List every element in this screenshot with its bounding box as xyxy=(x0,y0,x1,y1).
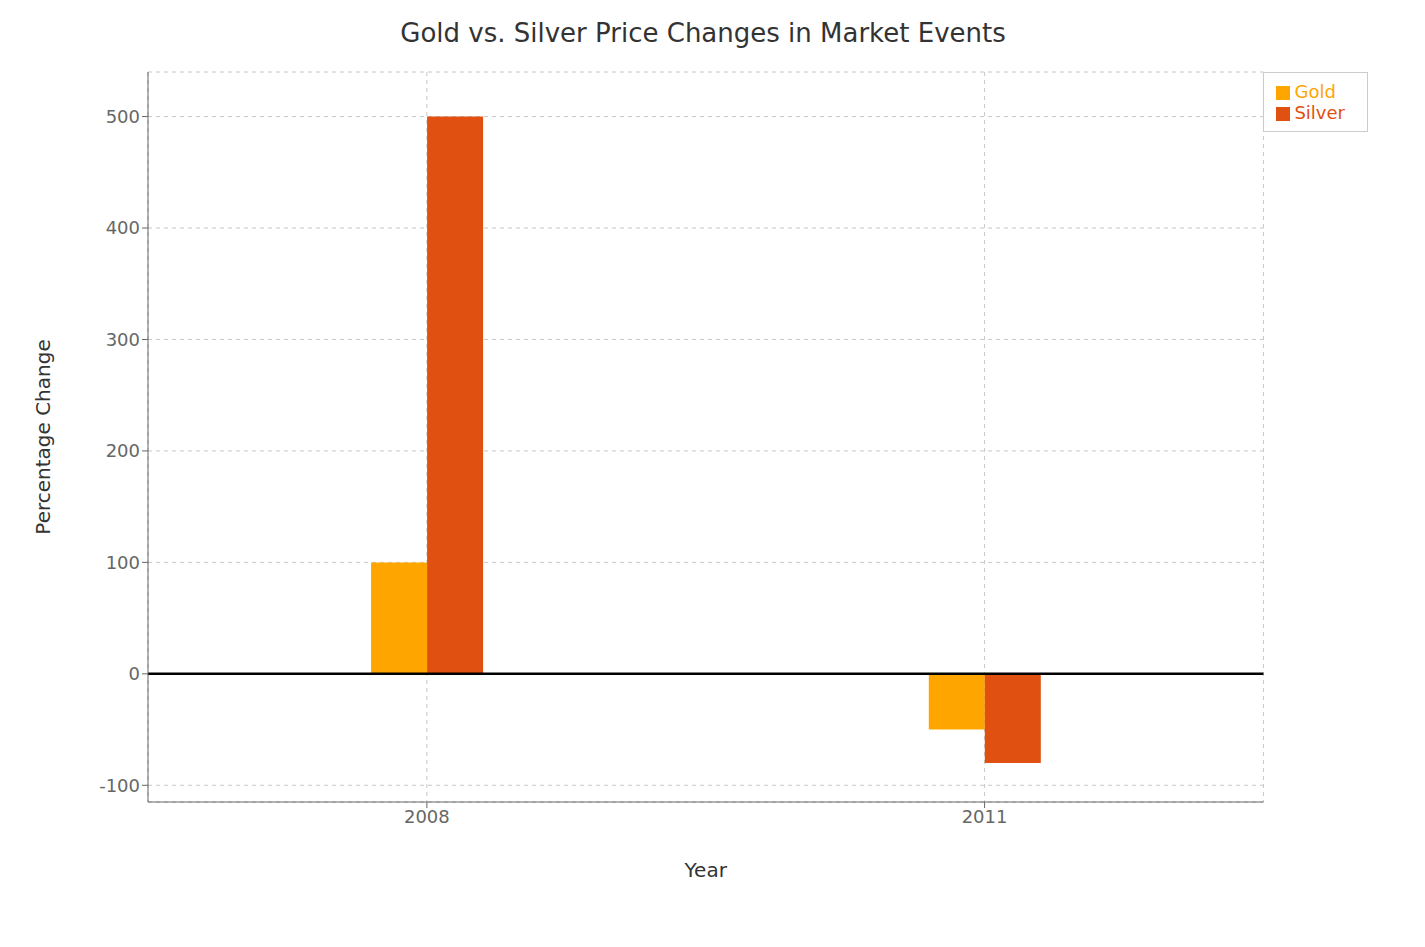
html-text:Gold: Gold xyxy=(1294,81,1336,102)
svg-text:200: 200 xyxy=(106,440,140,461)
svg-text:Percentage Change: Percentage Change xyxy=(31,339,55,534)
svg-text:-100: -100 xyxy=(99,775,140,796)
svg-text:100: 100 xyxy=(106,552,140,573)
svg-text:2008: 2008 xyxy=(404,806,450,827)
svg-text:Year: Year xyxy=(684,858,728,882)
svg-text:500: 500 xyxy=(106,106,140,127)
svg-text:400: 400 xyxy=(106,217,140,238)
svg-text:300: 300 xyxy=(106,329,140,350)
html-text:Silver: Silver xyxy=(1294,102,1345,123)
svg-text:2011: 2011 xyxy=(962,806,1008,827)
svg-text:0: 0 xyxy=(129,663,140,684)
html-text:Gold vs. Silver Price Changes: Gold vs. Silver Price Changes in Market … xyxy=(400,18,1006,48)
